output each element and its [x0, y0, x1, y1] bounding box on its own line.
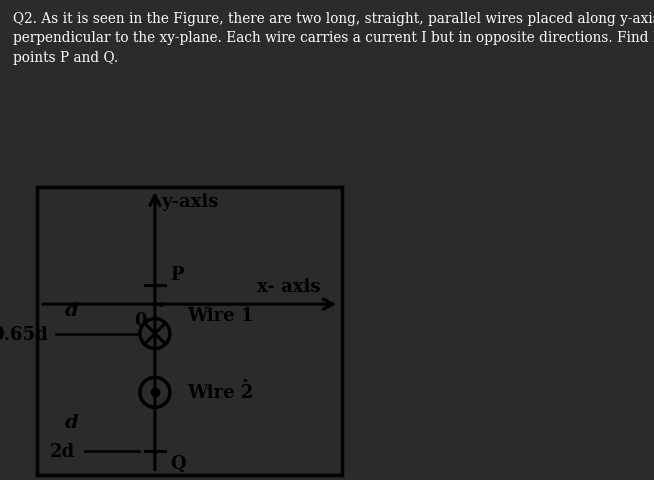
Text: y-axis: y-axis	[162, 192, 218, 211]
Text: perpendicular to the xy-plane. Each wire carries a current I but in opposite dir: perpendicular to the xy-plane. Each wire…	[13, 31, 654, 45]
Text: 2d: 2d	[50, 442, 75, 460]
Text: 0.65d: 0.65d	[0, 325, 48, 343]
Text: P: P	[170, 265, 184, 283]
Text: ·: ·	[241, 372, 249, 390]
Text: points P and Q.: points P and Q.	[13, 50, 118, 64]
Text: Q: Q	[170, 454, 186, 472]
Text: d: d	[65, 301, 79, 319]
Text: 0: 0	[134, 311, 147, 329]
Text: d: d	[65, 413, 79, 431]
Text: x- axis: x- axis	[257, 277, 320, 295]
Text: Wire 2: Wire 2	[187, 384, 253, 401]
Text: Wire 1: Wire 1	[187, 306, 253, 324]
Text: Q2. As it is seen in the Figure, there are two long, straight, parallel wires pl: Q2. As it is seen in the Figure, there a…	[13, 12, 654, 26]
